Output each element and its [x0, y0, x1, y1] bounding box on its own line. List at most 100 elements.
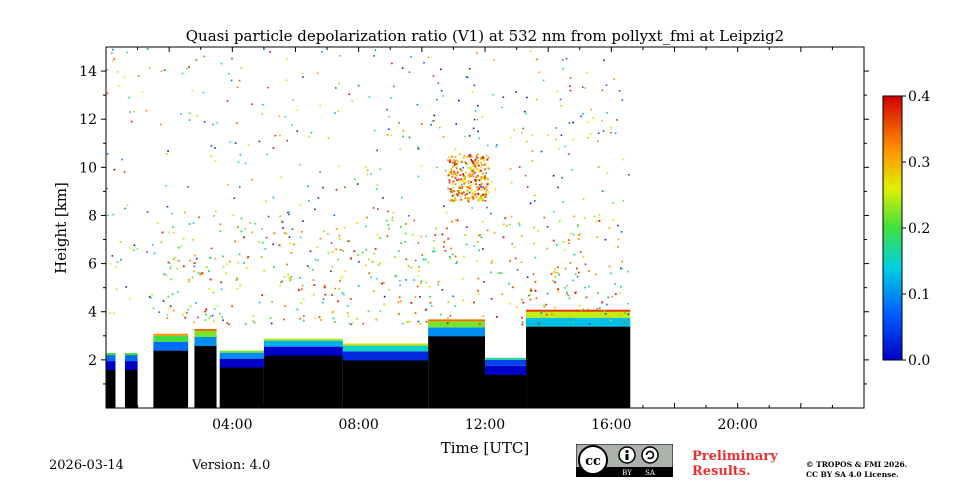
noise-pixel	[327, 233, 329, 235]
aerosol-pixel	[388, 227, 390, 230]
noise-pixel	[597, 132, 600, 135]
noise-pixel	[229, 141, 232, 143]
noise-pixel	[626, 270, 629, 273]
noise-pixel	[564, 287, 566, 289]
aerosol-pixel	[567, 239, 570, 242]
noise-pixel	[344, 186, 346, 189]
noise-pixel	[441, 95, 444, 97]
cirrus-pixel	[476, 179, 479, 181]
noise-pixel	[261, 228, 263, 230]
cirrus-pixel	[487, 178, 489, 181]
noise-pixel	[121, 158, 123, 161]
noise-pixel	[166, 153, 168, 155]
noise-pixel	[476, 52, 478, 54]
aerosol-pixel	[302, 319, 305, 322]
noise-pixel	[357, 284, 360, 287]
noise-pixel	[417, 242, 420, 244]
noise-pixel	[106, 153, 109, 155]
noise-pixel	[402, 135, 404, 138]
noise-pixel	[482, 248, 484, 250]
cirrus-pixel	[458, 185, 461, 188]
aerosol-pixel	[568, 242, 571, 245]
noise-pixel	[137, 75, 140, 77]
noise-pixel	[301, 72, 303, 75]
noise-pixel	[296, 130, 299, 132]
aerosol-pixel	[351, 322, 354, 325]
aerosol-pixel	[208, 256, 211, 259]
aerosol-pixel	[406, 320, 409, 323]
cirrus-pixel	[451, 155, 453, 158]
aerosol-pixel	[528, 294, 531, 297]
noise-pixel	[298, 164, 301, 166]
aerosol-pixel	[285, 233, 288, 235]
noise-pixel	[312, 268, 314, 271]
noise-pixel	[399, 148, 401, 150]
aerosol-pixel	[449, 257, 452, 260]
aerosol-pixel	[212, 320, 215, 323]
noise-pixel	[372, 207, 375, 209]
cirrus-pixel	[467, 200, 470, 203]
x-tick-label: 16:00	[591, 417, 631, 433]
aerosol-pixel	[286, 263, 288, 266]
noise-pixel	[210, 247, 213, 250]
aerosol-pixel	[557, 290, 559, 293]
aerosol-pixel	[400, 242, 403, 244]
noise-pixel	[132, 249, 135, 252]
cirrus-pixel	[450, 172, 453, 175]
cirrus-pixel	[471, 170, 474, 173]
cirrus-pixel	[461, 160, 464, 163]
cirrus-pixel	[464, 197, 467, 199]
aerosol-pixel	[221, 316, 224, 319]
cirrus-pixel	[482, 177, 484, 180]
aerosol-pixel	[161, 231, 164, 234]
layer-top	[219, 352, 264, 359]
noise-pixel	[525, 112, 527, 115]
noise-pixel	[166, 314, 169, 316]
noise-pixel	[444, 249, 447, 252]
noise-pixel	[455, 262, 457, 265]
aerosol-pixel	[269, 316, 272, 319]
noise-pixel	[280, 176, 282, 179]
noise-pixel	[179, 113, 182, 115]
noise-pixel	[292, 99, 294, 101]
noise-pixel	[169, 267, 172, 270]
aerosol-pixel	[456, 261, 459, 263]
noise-pixel	[408, 214, 410, 217]
aerosol-pixel	[338, 287, 340, 290]
noise-pixel	[588, 323, 591, 326]
noise-pixel	[267, 86, 269, 89]
aerosol-pixel	[420, 235, 423, 238]
aerosol-pixel	[378, 262, 381, 264]
noise-pixel	[238, 186, 241, 188]
aerosol-pixel	[377, 263, 380, 266]
noise-pixel	[562, 201, 565, 203]
noise-pixel	[413, 219, 416, 222]
noise-pixel	[540, 311, 543, 314]
noise-pixel	[542, 79, 545, 82]
cirrus-pixel	[467, 166, 470, 169]
noise-pixel	[314, 258, 317, 261]
noise-pixel	[350, 323, 352, 326]
noise-pixel	[565, 57, 568, 60]
noise-pixel	[237, 262, 240, 264]
noise-pixel	[439, 126, 441, 129]
aerosol-pixel	[297, 289, 300, 291]
noise-pixel	[580, 309, 583, 311]
noise-pixel	[333, 214, 336, 217]
noise-pixel	[168, 231, 170, 234]
aerosol-pixel	[624, 312, 626, 314]
aerosol-pixel	[429, 295, 431, 298]
cirrus-pixel	[467, 180, 470, 183]
aerosol-pixel	[182, 265, 185, 268]
aerosol-pixel	[410, 301, 413, 304]
noise-pixel	[568, 153, 570, 155]
cirrus-pixel	[461, 192, 464, 195]
noise-pixel	[509, 168, 512, 170]
noise-pixel	[601, 89, 604, 92]
aerosol-pixel	[335, 228, 338, 230]
aerosol-pixel	[385, 219, 388, 222]
noise-pixel	[483, 280, 485, 283]
noise-pixel	[237, 161, 240, 163]
aerosol-pixel	[477, 277, 480, 280]
